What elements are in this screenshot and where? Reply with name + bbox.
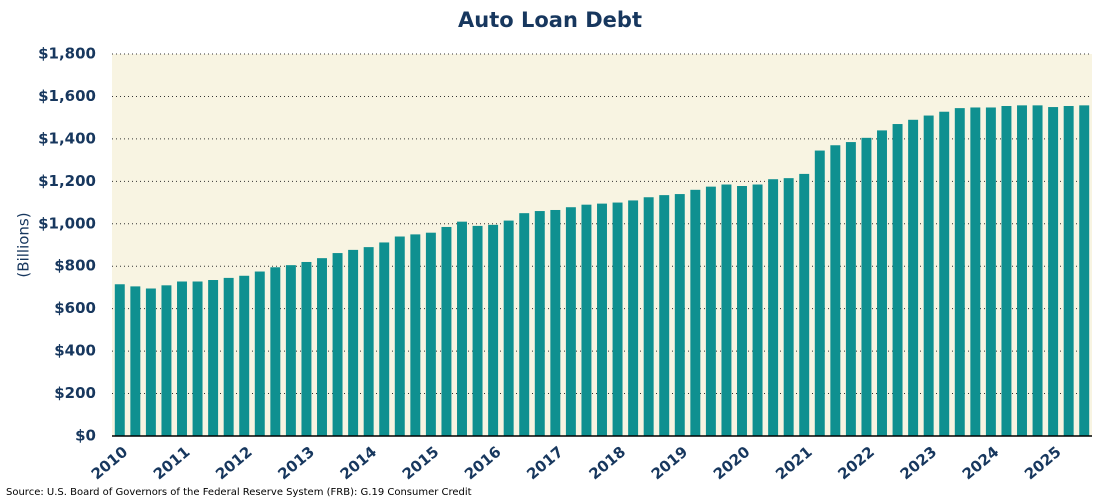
x-tick-label: 2019	[648, 443, 692, 484]
bar	[954, 108, 965, 436]
bar	[441, 226, 452, 436]
bar	[768, 179, 779, 436]
bar	[145, 288, 156, 436]
bar	[783, 178, 794, 436]
x-tick-label: 2017	[523, 443, 567, 484]
bar	[1063, 105, 1074, 436]
bar	[519, 213, 530, 436]
x-tick-label: 2025	[1021, 443, 1065, 484]
bar	[1032, 105, 1043, 436]
bar	[1001, 105, 1012, 436]
bar	[130, 286, 141, 436]
bar	[1048, 107, 1059, 437]
bar	[643, 197, 654, 436]
y-tick-label: $1,800	[38, 45, 96, 63]
x-tick-label: 2015	[399, 443, 443, 484]
bar	[970, 107, 981, 436]
x-tick-label: 2011	[150, 443, 194, 484]
bar	[285, 265, 296, 436]
y-tick-label: $1,600	[38, 87, 96, 105]
y-tick-label: $800	[54, 257, 96, 275]
bar	[192, 281, 203, 436]
bar	[737, 186, 747, 436]
x-tick-label: 2014	[337, 443, 381, 484]
x-tick-label: 2023	[897, 443, 941, 484]
y-tick-label: $1,000	[38, 214, 96, 232]
bar	[565, 207, 576, 436]
bar	[208, 280, 219, 436]
bar	[845, 142, 856, 437]
bar	[830, 145, 841, 436]
y-tick-label: $1,200	[38, 172, 96, 190]
bar	[348, 249, 359, 436]
bar	[425, 232, 436, 436]
x-tick-label: 2012	[212, 443, 256, 484]
bar	[270, 267, 281, 436]
bar	[1017, 105, 1027, 436]
bar	[317, 258, 327, 436]
bar	[223, 277, 234, 436]
bar	[659, 195, 670, 436]
bar	[503, 220, 514, 436]
y-tick-label: $400	[54, 342, 96, 360]
bar	[612, 202, 623, 436]
y-tick-label: $1,400	[38, 129, 96, 147]
bar	[581, 204, 592, 436]
x-tick-label: 2020	[710, 443, 754, 484]
x-tick-label: 2016	[461, 443, 505, 484]
x-tick-label: 2013	[274, 443, 318, 484]
bar	[394, 236, 405, 436]
source: Source: U.S. Board of Governors of the F…	[6, 487, 472, 498]
bar	[674, 194, 685, 436]
bar	[908, 119, 919, 437]
x-tick-label: 2018	[585, 443, 629, 484]
y-tick-label: $0	[75, 427, 96, 445]
bar	[161, 285, 172, 436]
bar	[877, 130, 887, 436]
x-tick-label: 2021	[772, 443, 816, 484]
bar	[332, 253, 343, 436]
x-tick-label: 2024	[959, 443, 1003, 484]
bar	[550, 209, 561, 436]
bar	[939, 111, 950, 437]
bar	[114, 284, 125, 436]
y-tick-label: $200	[54, 384, 96, 402]
bar	[488, 224, 499, 436]
bar	[534, 211, 545, 436]
x-tick-label: 2010	[88, 443, 132, 484]
bar	[457, 221, 467, 436]
bar	[628, 200, 639, 436]
bar	[597, 203, 607, 436]
bar	[239, 275, 250, 436]
bar	[1079, 105, 1090, 436]
bar	[254, 271, 265, 436]
bar	[752, 184, 763, 436]
x-tick-label: 2022	[834, 443, 878, 484]
bar	[892, 124, 903, 437]
bar	[799, 173, 810, 436]
bar	[472, 225, 483, 436]
bar	[985, 107, 996, 436]
bar	[177, 281, 187, 436]
bar	[301, 261, 312, 436]
bar	[379, 242, 390, 436]
chart-title: Auto Loan Debt	[458, 8, 642, 32]
bar	[923, 115, 934, 437]
bar	[363, 247, 374, 436]
bar	[721, 184, 732, 436]
bar	[690, 189, 701, 436]
y-tick-label: $600	[54, 299, 96, 317]
bar	[861, 137, 872, 437]
bar	[814, 150, 825, 437]
bar	[410, 234, 421, 436]
y-axis-label: (Billions)	[15, 212, 33, 277]
bar	[705, 186, 716, 436]
